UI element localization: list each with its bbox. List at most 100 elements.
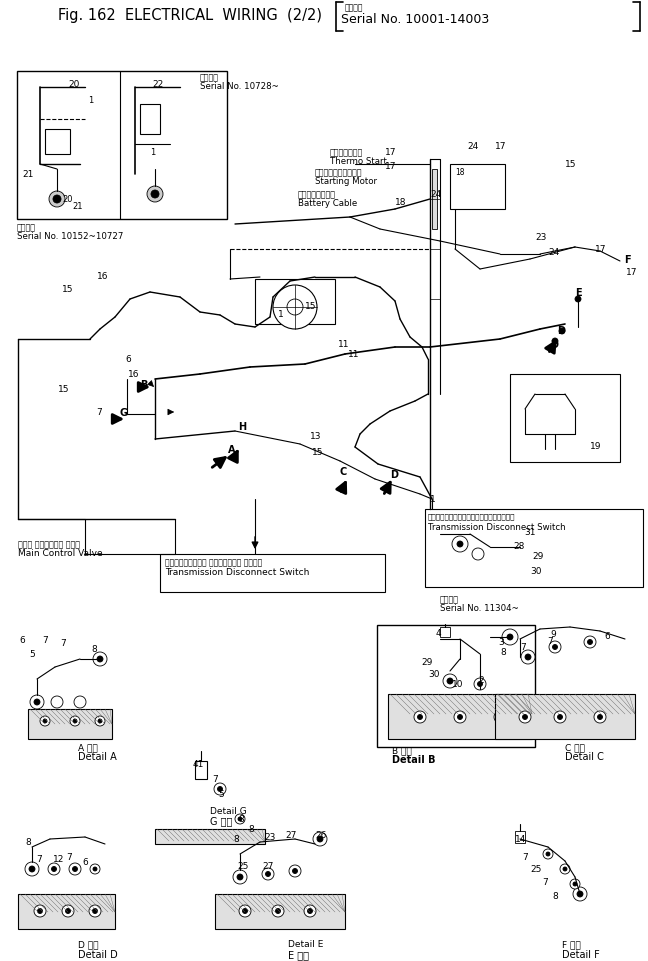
Text: 18: 18 [395, 198, 406, 207]
Circle shape [49, 192, 65, 208]
Circle shape [549, 641, 561, 653]
Circle shape [525, 654, 531, 660]
Circle shape [308, 908, 312, 914]
Text: 適用号機: 適用号機 [17, 223, 36, 232]
Text: 7: 7 [66, 852, 72, 861]
Text: 8: 8 [91, 644, 97, 653]
Circle shape [262, 868, 274, 880]
Text: 8: 8 [552, 891, 558, 900]
Text: Detail A: Detail A [78, 752, 117, 761]
Text: 31: 31 [524, 528, 535, 536]
Text: A: A [228, 445, 235, 455]
Text: 8: 8 [25, 837, 30, 846]
Circle shape [98, 719, 102, 724]
Bar [160, 554, 385, 592]
Text: Detail B: Detail B [392, 754, 435, 764]
Circle shape [454, 711, 466, 724]
Text: 19: 19 [590, 441, 601, 451]
Text: 7: 7 [542, 877, 548, 886]
Circle shape [553, 645, 557, 650]
Circle shape [235, 814, 245, 825]
Bar [377, 626, 535, 748]
Text: 11: 11 [338, 339, 349, 349]
Text: 17: 17 [385, 148, 397, 157]
Text: 7: 7 [547, 636, 553, 646]
Circle shape [43, 719, 47, 724]
Text: 6: 6 [82, 857, 87, 866]
Text: 30: 30 [530, 566, 542, 576]
Text: D: D [550, 339, 558, 350]
Circle shape [313, 832, 327, 846]
Circle shape [588, 640, 592, 645]
Text: Detail G: Detail G [210, 806, 247, 815]
Bar [17, 72, 227, 220]
Circle shape [452, 536, 468, 553]
Text: 28: 28 [513, 541, 524, 551]
Circle shape [30, 695, 44, 709]
Text: 11: 11 [348, 350, 360, 358]
Circle shape [38, 908, 43, 914]
Circle shape [65, 908, 71, 914]
Polygon shape [28, 709, 112, 739]
Text: 21: 21 [72, 202, 82, 210]
Text: トランスミッション ディスコネクト スイッチ: トランスミッション ディスコネクト スイッチ [165, 557, 262, 566]
Text: 24: 24 [548, 248, 559, 257]
Text: バッテリケーブル: バッテリケーブル [298, 190, 336, 199]
Text: D: D [557, 326, 565, 335]
Text: 1: 1 [278, 309, 284, 319]
Text: 15: 15 [312, 448, 323, 456]
Circle shape [273, 285, 317, 330]
Text: 8: 8 [233, 834, 238, 843]
Text: スターティングモータ: スターティングモータ [315, 168, 362, 177]
Text: 1: 1 [150, 148, 156, 157]
Circle shape [51, 867, 56, 872]
Circle shape [275, 908, 281, 914]
Text: 14: 14 [515, 834, 526, 843]
Text: 8: 8 [248, 825, 254, 833]
Circle shape [48, 863, 60, 875]
Circle shape [584, 636, 596, 649]
Circle shape [69, 863, 81, 875]
Text: 7: 7 [42, 635, 48, 644]
Text: 29: 29 [532, 552, 544, 560]
Circle shape [34, 700, 40, 705]
Text: Detail C: Detail C [565, 752, 604, 761]
Polygon shape [388, 694, 532, 739]
Text: 25: 25 [237, 861, 248, 870]
Circle shape [521, 651, 535, 664]
Text: Detail D: Detail D [78, 949, 118, 959]
Circle shape [93, 908, 97, 914]
Polygon shape [155, 829, 265, 844]
Text: Battery Cable: Battery Cable [298, 199, 357, 208]
Circle shape [151, 191, 159, 199]
Polygon shape [495, 694, 635, 739]
Circle shape [447, 678, 453, 684]
Text: Serial No. 11304~: Serial No. 11304~ [440, 604, 519, 612]
Text: Serial No. 10001-14003: Serial No. 10001-14003 [341, 13, 489, 26]
Text: 16: 16 [128, 370, 139, 379]
Circle shape [443, 675, 457, 688]
Text: トランスミッションディスコネクトスイッチ: トランスミッションディスコネクトスイッチ [428, 512, 516, 519]
Text: 20: 20 [68, 80, 79, 89]
Circle shape [53, 196, 61, 204]
Circle shape [25, 862, 39, 876]
Circle shape [40, 716, 50, 727]
Circle shape [62, 905, 74, 917]
Circle shape [457, 715, 463, 720]
Circle shape [233, 870, 247, 884]
Circle shape [73, 867, 78, 872]
Circle shape [292, 869, 297, 874]
Text: Transmission Disconnect Switch: Transmission Disconnect Switch [165, 567, 309, 577]
Circle shape [543, 850, 553, 859]
Text: F 詳細: F 詳細 [562, 939, 581, 948]
Circle shape [239, 905, 251, 917]
Text: D 詳細: D 詳細 [78, 939, 98, 948]
Bar [255, 280, 335, 325]
Circle shape [417, 715, 422, 720]
Circle shape [287, 300, 303, 315]
Circle shape [237, 875, 243, 880]
Text: Thermo Start: Thermo Start [330, 157, 387, 166]
Circle shape [498, 715, 502, 720]
Text: 3: 3 [498, 637, 503, 647]
Circle shape [34, 905, 46, 917]
